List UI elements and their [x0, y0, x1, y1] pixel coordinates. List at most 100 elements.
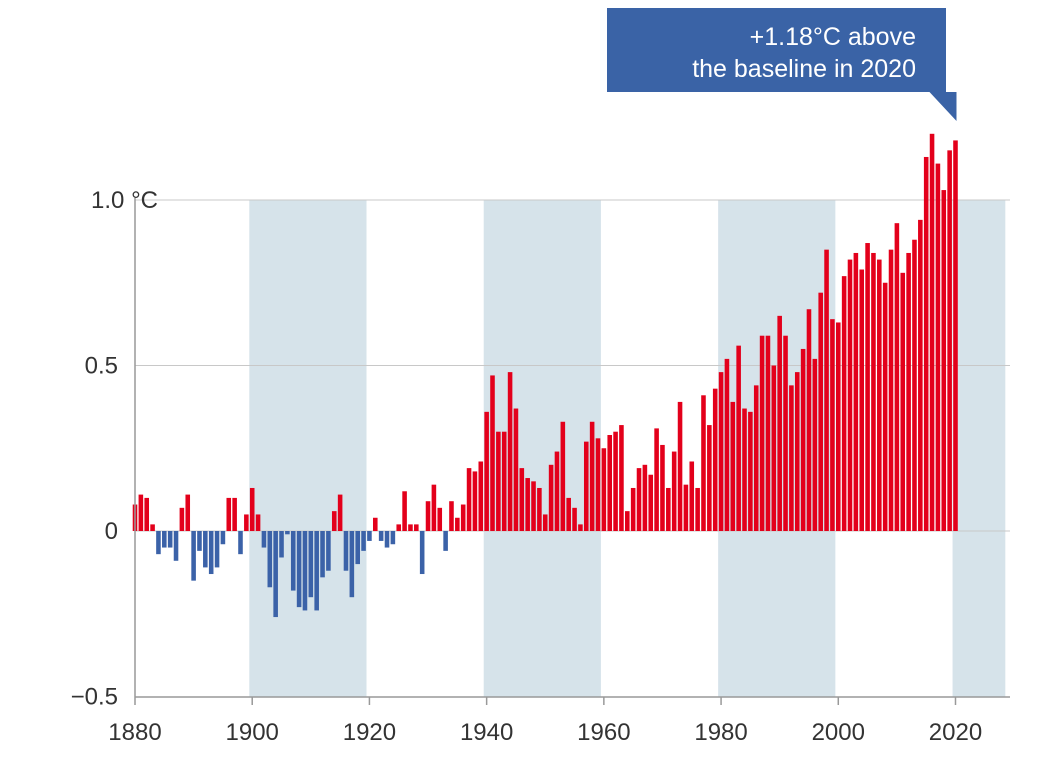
bar-1971 — [666, 487, 671, 531]
bar-1947 — [525, 478, 530, 531]
bar-1919 — [361, 531, 366, 551]
bar-1884 — [156, 531, 161, 555]
bar-1956 — [578, 524, 583, 531]
bar-2002 — [847, 259, 853, 531]
bar-1986 — [753, 385, 759, 531]
bar-1973 — [677, 401, 683, 531]
bar-2003 — [853, 252, 859, 531]
bar-1893 — [208, 531, 214, 575]
bar-1882 — [144, 497, 150, 531]
bar-1989 — [771, 365, 777, 531]
bar-1936 — [460, 504, 466, 531]
bar-1897 — [232, 497, 237, 531]
callout-line-2: the baseline in 2020 — [692, 55, 916, 83]
bar-1928 — [414, 524, 419, 531]
bar-1952 — [554, 451, 560, 531]
bar-1991 — [783, 335, 788, 531]
bar-1976 — [695, 487, 700, 531]
bar-1915 — [337, 494, 343, 531]
bar-1904 — [273, 531, 278, 618]
bar-1964 — [625, 511, 630, 531]
bar-1951 — [548, 464, 554, 531]
bar-1886 — [167, 531, 173, 548]
bar-1917 — [349, 531, 355, 598]
bar-2016 — [929, 133, 935, 532]
bar-1894 — [214, 531, 220, 568]
bar-1994 — [800, 348, 806, 531]
bar-1987 — [759, 335, 765, 531]
annotation-callout: +1.18°C above the baseline in 2020 — [607, 8, 957, 121]
bar-1975 — [689, 461, 695, 531]
bar-1941 — [490, 375, 495, 531]
bar-1934 — [449, 501, 454, 531]
bar-1983 — [736, 345, 741, 531]
bar-1922 — [378, 531, 384, 541]
bar-1901 — [255, 514, 261, 531]
bar-1887 — [173, 531, 179, 561]
y-tick-label-0_5: 0.5 — [85, 353, 118, 380]
bar-1992 — [789, 385, 794, 531]
shaded-band-1900 — [249, 200, 367, 697]
bar-1959 — [595, 438, 601, 531]
bar-1950 — [542, 514, 548, 531]
bar-1927 — [408, 524, 413, 531]
bar-1900 — [249, 487, 255, 531]
bar-1955 — [572, 507, 577, 531]
bar-1891 — [197, 531, 202, 551]
bar-1903 — [267, 531, 273, 588]
bar-1972 — [671, 451, 677, 531]
bar-1946 — [519, 468, 525, 531]
bar-1942 — [496, 431, 501, 531]
bar-1896 — [226, 497, 232, 531]
bar-1935 — [455, 517, 460, 531]
bars — [132, 133, 958, 618]
bar-1995 — [806, 309, 812, 531]
bar-1923 — [384, 531, 390, 548]
bar-1883 — [150, 524, 155, 531]
shaded-band-2020 — [952, 200, 1006, 697]
bar-1888 — [179, 507, 185, 531]
bar-2006 — [871, 252, 876, 531]
bar-1953 — [560, 421, 566, 531]
x-tick-label-1940: 1940 — [460, 719, 513, 746]
bar-1965 — [630, 487, 636, 531]
bar-1931 — [431, 484, 437, 531]
bar-2008 — [882, 282, 888, 531]
bar-1998 — [824, 249, 829, 531]
bar-1926 — [402, 491, 407, 531]
bar-1948 — [531, 481, 536, 531]
x-tick-label-1960: 1960 — [577, 719, 630, 746]
bar-1932 — [437, 507, 443, 531]
bar-1914 — [331, 511, 337, 531]
bar-1969 — [654, 428, 659, 531]
bar-1943 — [501, 431, 507, 531]
y-tick-label-1: 1.0 °C — [91, 187, 158, 214]
y-tick-labels: 1.0 °C 0.5 0 −0.5 — [71, 187, 158, 711]
shaded-band-1940 — [483, 200, 601, 697]
bar-1961 — [607, 435, 613, 531]
bar-1990 — [777, 315, 782, 531]
bar-1890 — [191, 531, 196, 581]
bar-1999 — [830, 319, 835, 531]
bar-2013 — [912, 239, 917, 531]
bar-1954 — [566, 497, 571, 531]
bar-1918 — [355, 531, 360, 565]
bar-1898 — [238, 531, 243, 555]
bar-1899 — [244, 514, 249, 531]
x-tick-label-1880: 1880 — [108, 719, 161, 746]
bar-1966 — [636, 468, 642, 531]
bar-1979 — [712, 388, 718, 531]
bar-1905 — [279, 531, 284, 558]
axes — [134, 198, 1010, 705]
bar-2015 — [923, 156, 929, 531]
x-tick-label-2020: 2020 — [929, 719, 982, 746]
bar-1962 — [613, 431, 618, 531]
bar-1916 — [343, 531, 349, 571]
bar-2007 — [877, 259, 882, 531]
bar-2012 — [906, 252, 911, 531]
bar-1920 — [367, 531, 372, 541]
bar-1921 — [373, 517, 378, 531]
bar-2018 — [941, 190, 947, 531]
bar-1908 — [296, 531, 302, 608]
